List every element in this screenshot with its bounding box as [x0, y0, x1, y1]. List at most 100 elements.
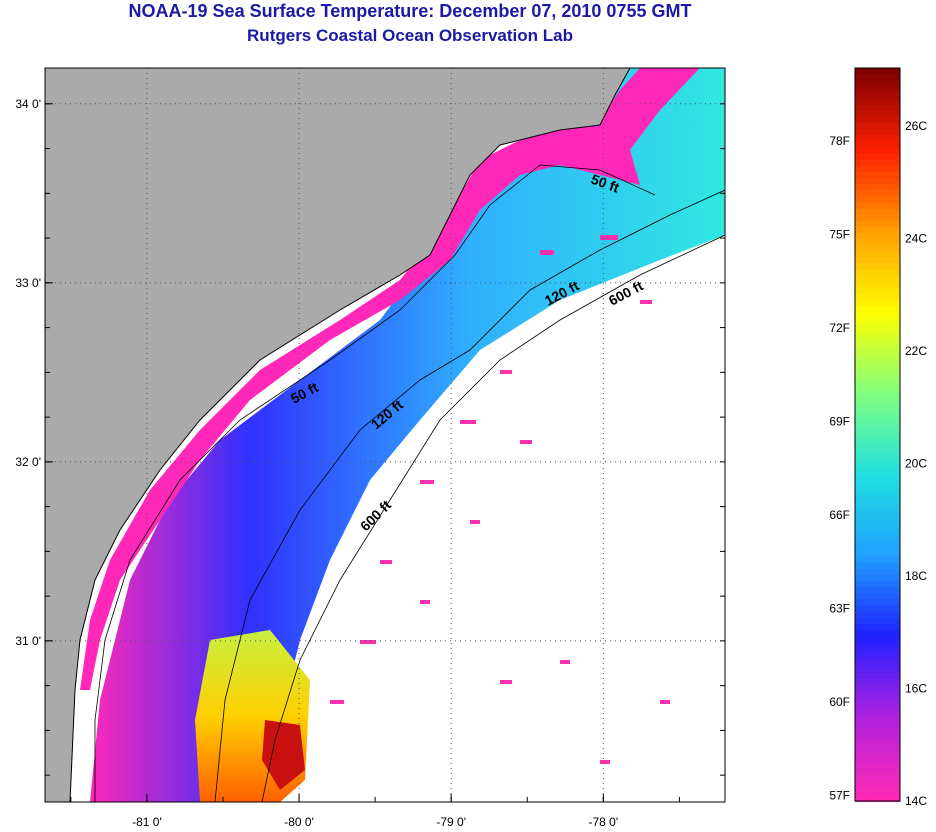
colorbar-swatch [855, 629, 900, 638]
colorbar-swatch [855, 733, 900, 741]
colorbar-swatch [855, 776, 900, 784]
colorbar-swatch [855, 574, 900, 583]
colorbar-celsius-label: 26C [905, 119, 927, 133]
colorbar-swatch [855, 312, 900, 320]
land-mass [45, 68, 631, 802]
colorbar-swatch [855, 501, 900, 509]
colorbar-swatch [855, 403, 900, 412]
colorbar-swatch [855, 556, 900, 564]
x-tick-label: -79 0' [436, 815, 466, 829]
colorbar-swatch [855, 208, 900, 216]
colorbar-swatch [855, 410, 900, 418]
colorbar-swatch [855, 281, 900, 289]
colorbar-swatch [855, 428, 900, 436]
colorbar-swatch [855, 220, 900, 228]
colorbar-swatch [855, 538, 900, 546]
colorbar-swatch [855, 709, 900, 717]
colorbar-swatch [855, 562, 900, 570]
colorbar-swatch [855, 92, 900, 100]
colorbar-swatch [855, 770, 900, 778]
colorbar-swatch [855, 691, 900, 699]
colorbar-swatch [855, 104, 900, 112]
colorbar-swatch [855, 520, 900, 528]
colorbar-swatch [855, 257, 900, 265]
colorbar-swatch [855, 697, 900, 705]
colorbar-swatch [855, 446, 900, 454]
colorbar-swatch [855, 703, 900, 711]
colorbar-swatch [855, 794, 900, 802]
colorbar-fahrenheit-label: 57F [829, 789, 850, 803]
colorbar-swatch [855, 110, 900, 118]
colorbar-swatch [855, 184, 900, 192]
colorbar-swatch [855, 98, 900, 106]
colorbar-swatch [855, 251, 900, 259]
colorbar-fahrenheit-label: 75F [829, 228, 850, 242]
colorbar-swatch [855, 788, 900, 796]
colorbar-swatch [855, 611, 900, 619]
colorbar-swatch [855, 434, 900, 442]
colorbar-swatch [855, 318, 900, 326]
colorbar-swatch [855, 196, 900, 204]
colorbar-swatch [855, 214, 900, 222]
contour-50ft-line [94, 164, 656, 802]
colorbar-swatch [855, 361, 900, 369]
colorbar-swatch [855, 135, 900, 143]
colorbar-swatch [855, 202, 900, 210]
colorbar-swatch [855, 86, 900, 94]
colorbar-swatch [855, 116, 900, 124]
colorbar-swatch [855, 190, 900, 198]
colorbar-swatch [855, 721, 900, 729]
x-tick-label: -78 0' [588, 815, 618, 829]
colorbar-swatch [855, 458, 900, 467]
colorbar-swatch [855, 330, 900, 338]
colorbar-celsius-label: 22C [905, 344, 927, 358]
colorbar-swatch [855, 245, 900, 253]
colorbar-swatch [855, 605, 900, 613]
colorbar-swatch [855, 587, 900, 595]
colorbar-swatch [855, 226, 900, 234]
colorbar-swatch [855, 147, 900, 155]
colorbar-swatch [855, 617, 900, 625]
colorbar-fahrenheit-label: 63F [829, 602, 850, 616]
y-tick-label: 32 0' [15, 455, 41, 469]
colorbar-swatch [855, 642, 900, 650]
shelf-water [90, 68, 725, 802]
colorbar-swatch [855, 526, 900, 534]
colorbar-swatch [855, 440, 900, 448]
plot-frame [44, 67, 726, 803]
colorbar-frame [854, 67, 901, 802]
colorbar-swatch [855, 385, 900, 393]
colorbar-swatch [855, 269, 900, 277]
colorbar-swatch [855, 122, 900, 131]
colorbar-gradient [855, 68, 900, 802]
colorbar-swatch [855, 599, 900, 607]
map-subtitle: Rutgers Coastal Ocean Observation Lab [247, 26, 573, 45]
y-tick-label: 34 0' [15, 97, 41, 111]
lat-lon-grid: -81 0' -80 0' -79 0' -78 0' 34 0' 33 0' 32 0' 3… [15, 68, 725, 829]
colorbar-swatch [855, 397, 900, 405]
colorbar-swatch [855, 422, 900, 430]
colorbar-swatch [855, 489, 900, 497]
colorbar-swatch [855, 68, 900, 76]
colorbar-fahrenheit-label: 66F [829, 508, 850, 522]
colorbar-swatch [855, 391, 900, 399]
contour-600ft-line [261, 234, 725, 802]
colorbar-swatch [855, 367, 900, 375]
colorbar-swatch [855, 654, 900, 662]
colorbar-swatch [855, 465, 900, 473]
x-tick-label: -80 0' [284, 815, 314, 829]
colorbar-swatch [855, 507, 900, 515]
colorbar-swatch [855, 593, 900, 601]
colorbar-swatch [855, 348, 900, 357]
colorbar-swatch [855, 739, 900, 748]
colorbar-celsius-label: 20C [905, 457, 927, 471]
colorbar-swatch [855, 483, 900, 491]
colorbar-swatch [855, 416, 900, 424]
y-tick-label: 33 0' [15, 276, 41, 290]
hot-spot [262, 720, 305, 790]
colorbar-swatch [855, 159, 900, 167]
colorbar-swatch [855, 355, 900, 363]
colorbar-swatch [855, 513, 900, 522]
